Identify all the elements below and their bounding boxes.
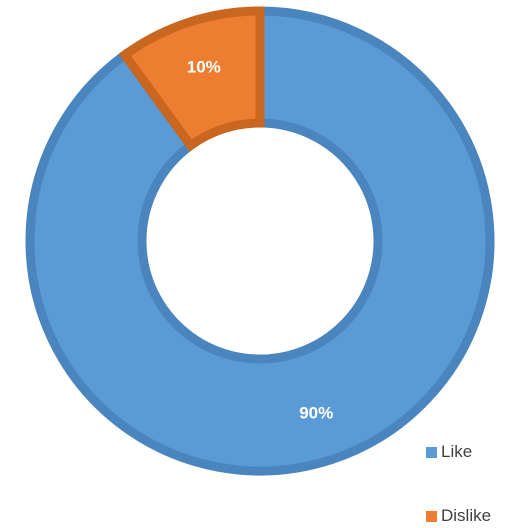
legend-item-like: Like [426,440,472,464]
slice-dislike [118,6,265,152]
legend-swatch-dislike [426,510,437,522]
slice-label-dislike: 10% [187,57,221,76]
legend-item-dislike: Dislike [426,504,491,528]
donut-slices [25,6,495,476]
legend-label-dislike: Dislike [441,506,492,525]
slice-like [25,6,495,476]
legend-label-like: Like [441,442,473,461]
legend-swatch-like [426,446,437,458]
slice-label-like: 90% [299,404,333,423]
